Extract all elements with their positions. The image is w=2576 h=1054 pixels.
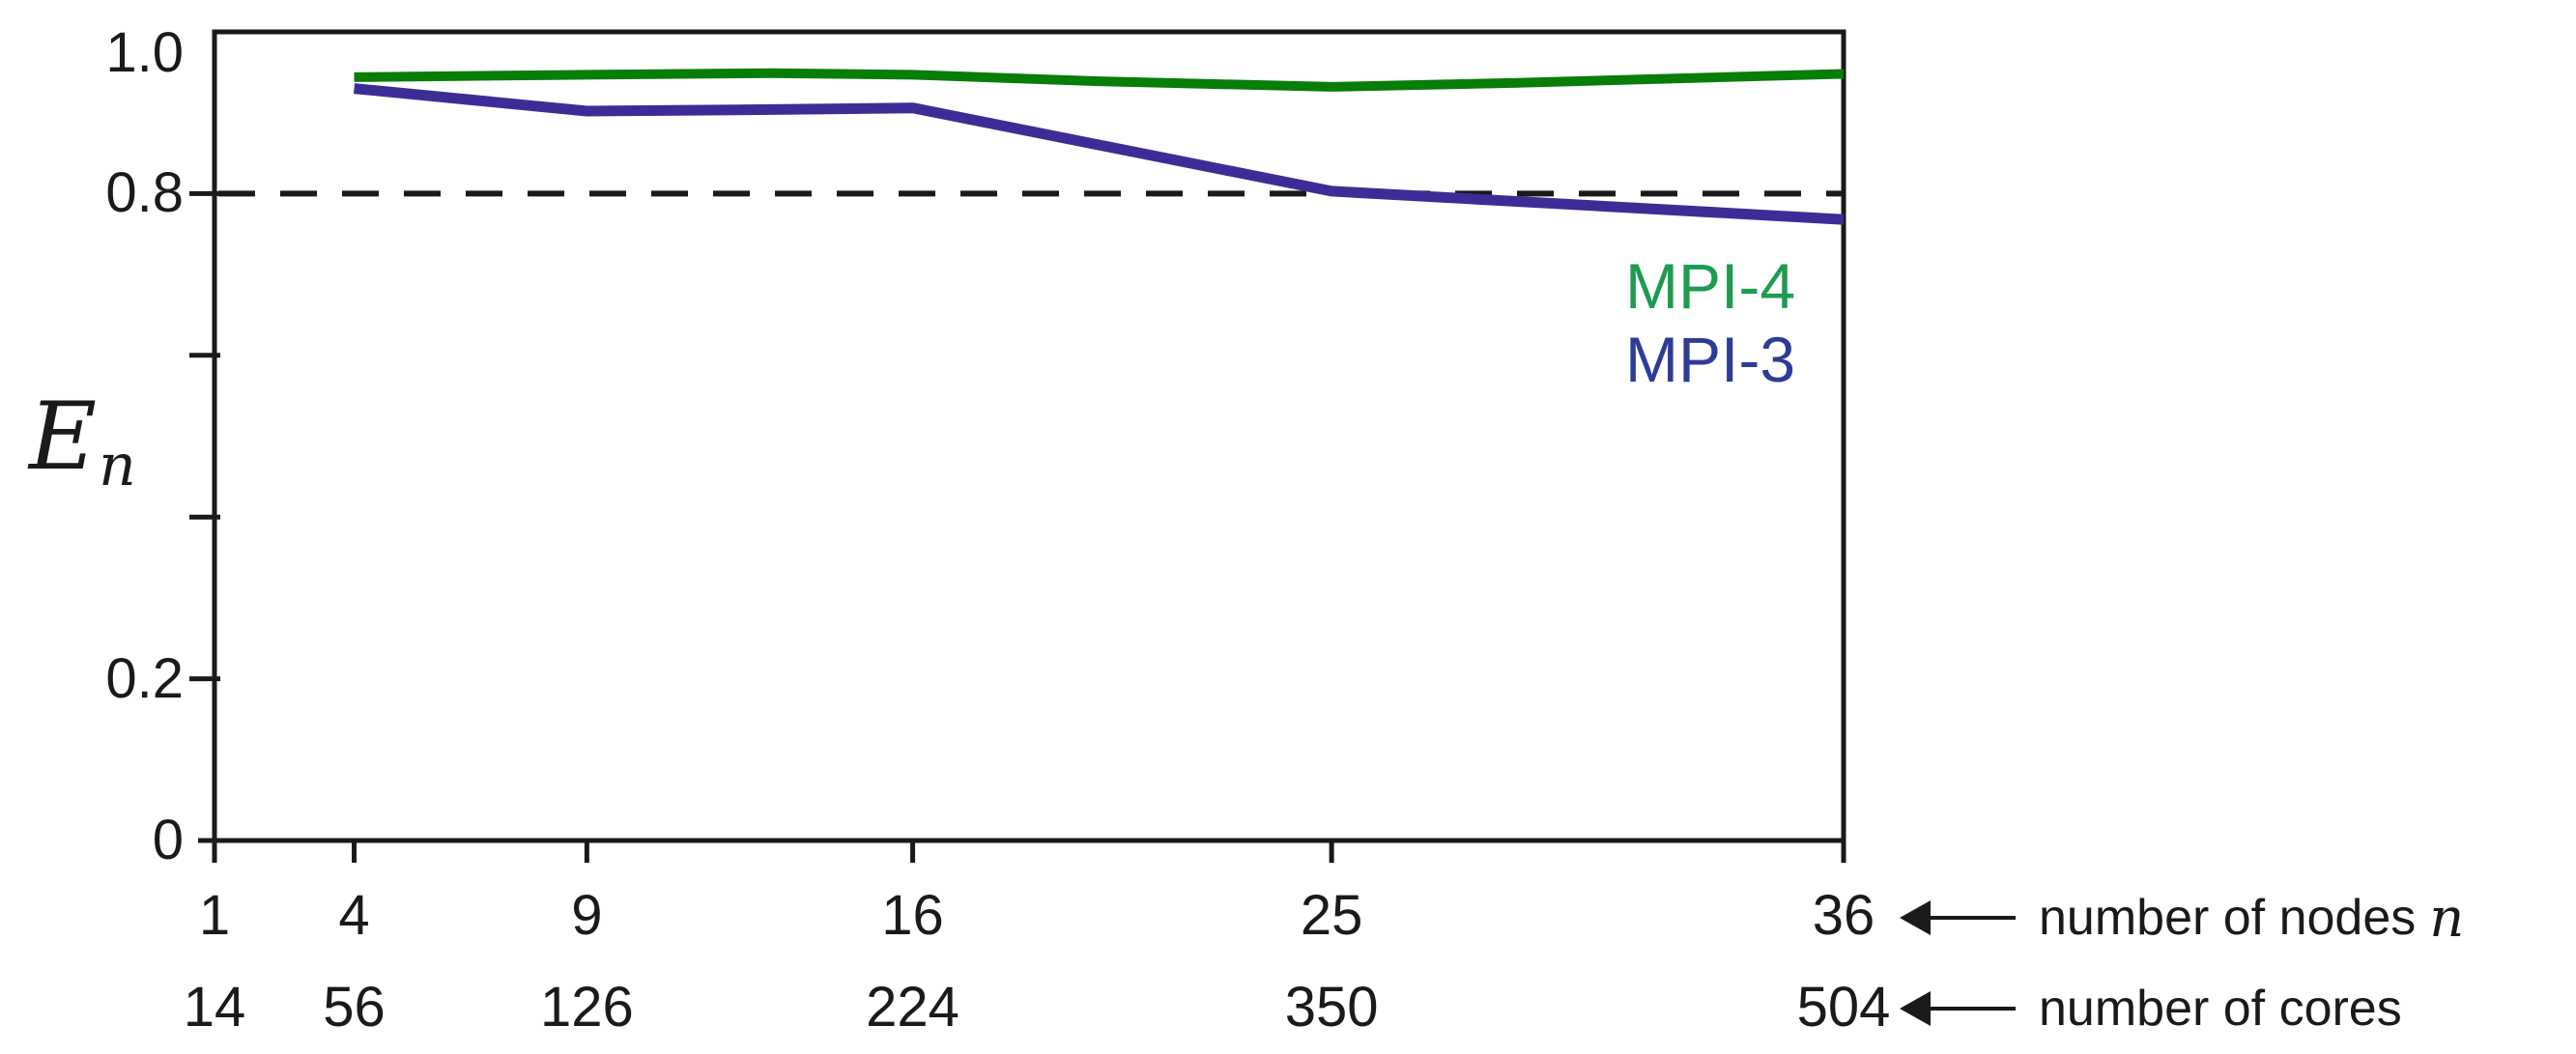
x-nodes-label: 36 bbox=[1812, 884, 1875, 947]
y-axis-label-subscript: n bbox=[99, 431, 136, 499]
x-cores-label: 224 bbox=[866, 976, 959, 1039]
x-cores-label: 504 bbox=[1796, 976, 1891, 1039]
series-line-mpi4 bbox=[354, 68, 1845, 92]
x-cores-label: 126 bbox=[539, 976, 634, 1039]
legend-entry-mpi4: MPI-4 bbox=[1625, 250, 1796, 322]
annotation-number-of-cores: number of cores bbox=[1898, 981, 2416, 1037]
left-arrow-icon bbox=[1900, 900, 2016, 935]
annotation-cores-text: number of cores bbox=[2039, 981, 2402, 1037]
annotation-number-of-nodes: number of nodes n bbox=[1898, 887, 2464, 950]
x-nodes-label: 4 bbox=[338, 884, 370, 947]
y-axis-label: En bbox=[29, 383, 136, 499]
x-nodes-label: 9 bbox=[571, 884, 603, 947]
y-tick-label: 0.2 bbox=[105, 646, 184, 710]
annotation-nodes-math-n: n bbox=[2429, 886, 2465, 950]
series-line-mpi3 bbox=[353, 83, 1845, 225]
x-nodes-label: 1 bbox=[198, 884, 231, 947]
y-tick-label: 0.8 bbox=[105, 161, 184, 225]
x-cores-label: 56 bbox=[323, 976, 386, 1039]
annotation-nodes-text: number of nodes bbox=[2039, 890, 2417, 946]
left-arrow-icon bbox=[1900, 991, 2016, 1026]
y-tick-label: 0 bbox=[152, 809, 184, 871]
x-cores-label: 350 bbox=[1284, 976, 1379, 1039]
x-axis-ticks bbox=[212, 839, 1846, 863]
y-axis-ticks bbox=[189, 190, 220, 843]
x-cores-label: 14 bbox=[183, 976, 246, 1039]
x-nodes-label: 25 bbox=[1300, 884, 1363, 947]
legend: MPI-4 MPI-3 bbox=[1625, 249, 1795, 396]
plot-frame bbox=[212, 29, 1846, 843]
y-tick-label: 1.0 bbox=[105, 21, 184, 84]
y-axis-label-base: E bbox=[29, 383, 98, 491]
x-nodes-label: 16 bbox=[881, 884, 944, 947]
legend-entry-mpi3: MPI-3 bbox=[1625, 324, 1796, 395]
